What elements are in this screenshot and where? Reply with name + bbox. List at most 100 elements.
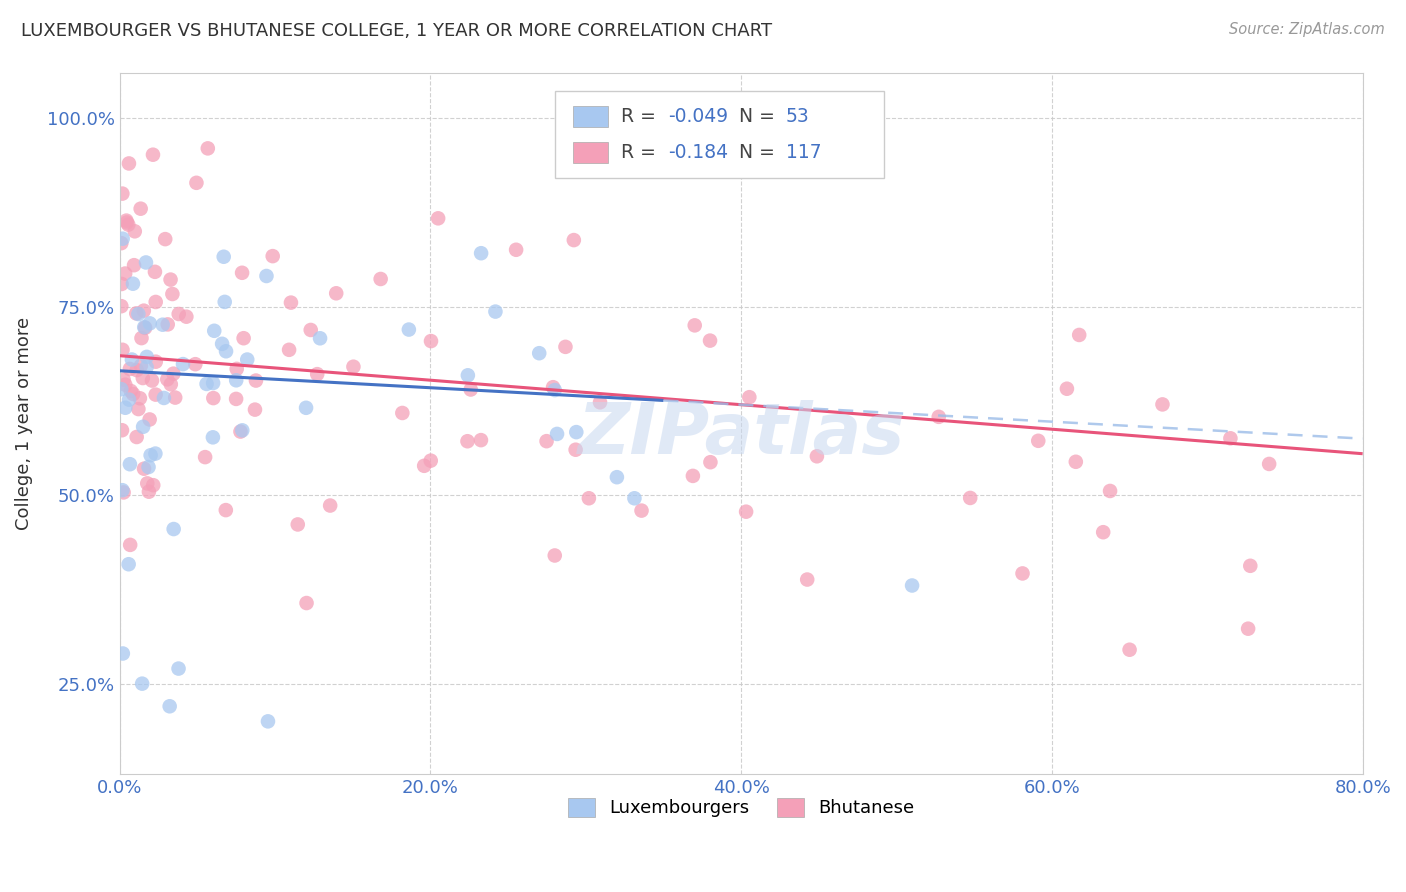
Point	[176, 310, 198, 324]
Point	[131, 331, 153, 345]
Point	[110, 382, 132, 396]
Text: N =: N =	[738, 143, 780, 161]
Point	[225, 392, 247, 406]
Point	[928, 409, 950, 424]
Point	[564, 442, 586, 457]
Text: 117: 117	[786, 143, 821, 161]
Point	[111, 483, 134, 498]
Point	[184, 357, 207, 371]
Point	[159, 272, 181, 286]
Point	[257, 714, 280, 729]
Point	[156, 372, 179, 386]
Point	[1011, 566, 1033, 581]
Point	[111, 423, 134, 437]
Point	[589, 395, 612, 409]
Point	[391, 406, 413, 420]
Point	[117, 218, 139, 232]
Point	[129, 359, 152, 373]
Point	[124, 224, 146, 238]
Point	[536, 434, 558, 449]
Point	[427, 211, 450, 226]
FancyBboxPatch shape	[574, 106, 609, 127]
Point	[156, 318, 179, 332]
Text: 53: 53	[786, 107, 810, 126]
Point	[225, 362, 247, 376]
Point	[470, 433, 492, 447]
Point	[319, 499, 342, 513]
Point	[111, 647, 134, 661]
Point	[135, 255, 157, 269]
FancyBboxPatch shape	[574, 142, 609, 162]
Point	[110, 299, 132, 313]
Point	[159, 377, 181, 392]
Point	[195, 376, 218, 391]
Point	[134, 320, 156, 334]
Point	[278, 343, 301, 357]
Point	[202, 391, 225, 405]
Point	[413, 458, 436, 473]
Point	[484, 304, 506, 318]
Point	[212, 250, 235, 264]
Point	[738, 390, 761, 404]
Point	[544, 549, 567, 563]
Point	[565, 425, 588, 439]
Point	[287, 517, 309, 532]
Point	[145, 354, 167, 368]
Point	[541, 380, 564, 394]
Point	[118, 156, 141, 170]
Text: ZIPatlas: ZIPatlas	[578, 400, 905, 468]
Point	[125, 430, 148, 444]
Point	[1258, 457, 1281, 471]
Point	[201, 430, 224, 444]
Point	[135, 360, 157, 375]
Point	[562, 233, 585, 247]
Point	[153, 391, 176, 405]
Point	[118, 362, 141, 376]
Point	[419, 453, 441, 467]
Point	[1064, 455, 1087, 469]
Point	[132, 303, 155, 318]
Point	[578, 491, 600, 506]
Text: N =: N =	[738, 107, 780, 126]
Point	[1092, 525, 1115, 540]
Point	[194, 450, 217, 464]
Point	[420, 334, 443, 348]
Point	[136, 476, 159, 491]
Point	[145, 387, 167, 401]
Point	[370, 272, 392, 286]
Point	[202, 376, 225, 390]
Point	[1056, 382, 1078, 396]
Point	[1026, 434, 1049, 448]
Point	[139, 317, 162, 331]
Point	[683, 318, 706, 333]
Point	[307, 367, 329, 381]
Point	[125, 363, 148, 377]
Point	[134, 320, 156, 334]
Point	[163, 522, 186, 536]
Point	[470, 246, 492, 260]
Legend: Luxembourgers, Bhutanese: Luxembourgers, Bhutanese	[561, 791, 921, 825]
Point	[1219, 431, 1241, 445]
FancyBboxPatch shape	[555, 90, 884, 178]
Point	[342, 359, 364, 374]
Point	[231, 423, 253, 437]
Text: Source: ZipAtlas.com: Source: ZipAtlas.com	[1229, 22, 1385, 37]
Point	[806, 450, 828, 464]
Text: -0.184: -0.184	[668, 143, 728, 161]
Point	[225, 373, 247, 387]
Point	[554, 340, 576, 354]
Point	[197, 141, 219, 155]
Point	[129, 202, 152, 216]
Point	[1239, 558, 1261, 573]
Point	[118, 392, 141, 407]
Point	[699, 334, 721, 348]
Point	[121, 352, 143, 367]
Point	[457, 368, 479, 383]
Point	[111, 277, 134, 291]
Point	[110, 236, 132, 251]
Point	[162, 287, 184, 301]
Point	[127, 307, 149, 321]
Point	[630, 503, 652, 517]
Point	[546, 426, 568, 441]
Point	[131, 676, 153, 690]
